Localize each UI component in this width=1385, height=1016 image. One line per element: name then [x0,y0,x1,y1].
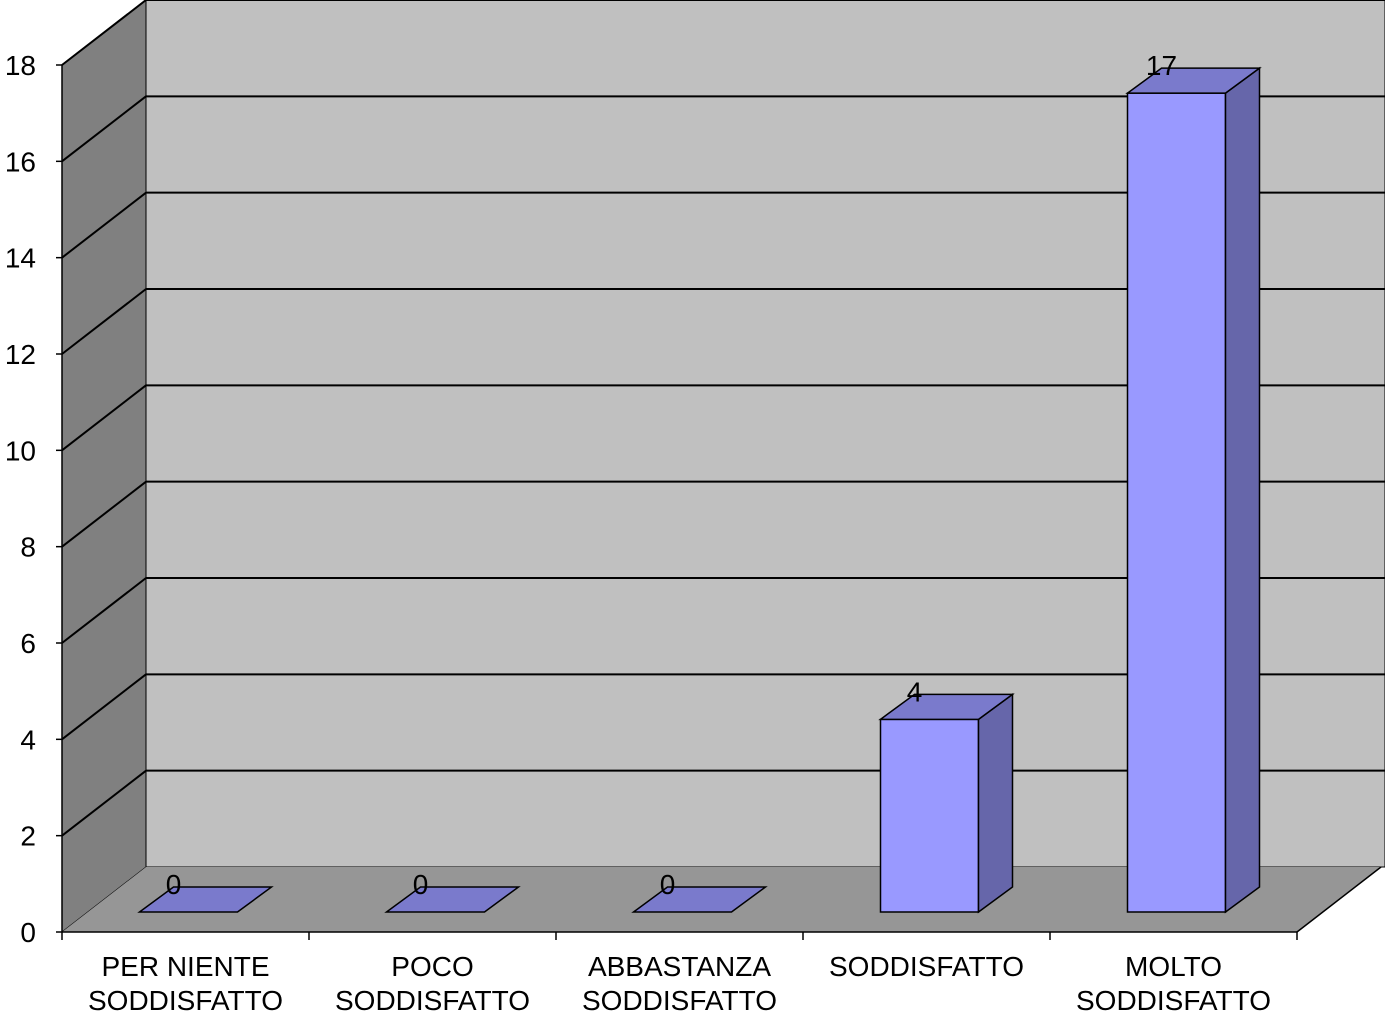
bar-front [879,718,980,913]
data-label: 0 [413,869,429,900]
y-tick-label: 4 [20,724,36,755]
bar-top [384,886,521,913]
bar-side [977,692,1014,914]
bar-top [1125,67,1262,94]
bar [631,886,768,913]
x-category-label-line: SODDISFATTO [829,951,1024,982]
gridline-diagonal [61,673,147,741]
y-tick-label: 2 [20,821,36,852]
x-category-label-line: SODDISFATTO [335,985,530,1016]
x-category-label: PER NIENTE SODDISFATTO [88,951,283,1016]
x-category-label-line: PER NIENTE [101,951,269,982]
bar [137,886,274,913]
gridline-diagonal [61,577,147,644]
y-tick-label: 18 [5,50,36,81]
y-tick-label: 6 [20,628,36,659]
y-tick-label: 0 [20,917,36,948]
data-label: 17 [1146,50,1177,81]
side-wall [61,0,147,934]
x-category-label-line: POCO [391,951,473,982]
bar [1125,66,1262,914]
x-category-label-line: SODDISFATTO [1076,985,1271,1016]
bar [384,886,521,913]
x-category-label-line: SODDISFATTO [582,985,777,1016]
bar-top [137,886,274,913]
chart-walls [61,0,1385,934]
x-category-label-line: MOLTO [1125,951,1222,982]
y-tick-label: 12 [5,339,36,370]
axes [56,64,1382,940]
x-category-label: MOLTO SODDISFATTO [1076,951,1271,1016]
y-tick-label: 8 [20,532,36,563]
gridline-diagonal [61,480,147,548]
data-label: 4 [907,676,923,707]
gridline-diagonal [61,191,147,259]
y-tick-label: 14 [5,243,36,274]
x-category-label: ABBASTANZA SODDISFATTO [582,951,777,1016]
data-label: 0 [660,869,676,900]
x-category-label-line: SODDISFATTO [88,985,283,1016]
data-label: 0 [166,869,182,900]
bar-front [1126,92,1227,913]
x-category-label: SODDISFATTO [829,951,1024,982]
bar-top [631,886,768,913]
gridline-diagonal [61,95,147,163]
bar [878,692,1015,914]
bars [137,66,1262,914]
bar-top [878,693,1015,721]
gridline-diagonal [61,288,147,355]
x-category-label-line: ABBASTANZA [588,951,771,982]
y-axis-tick-labels: 0 2 4 6 8 10 12 14 16 18 [5,50,36,948]
floor-edge [1296,866,1382,933]
gridline-diagonal [61,0,147,66]
x-category-label: POCO SODDISFATTO [335,951,530,1016]
data-labels: 0 0 0 4 17 [166,50,1177,900]
gridline-diagonal [61,769,147,837]
y-tick-label: 16 [5,146,36,177]
y-tick-label: 10 [5,435,36,466]
bar-side [1224,66,1261,914]
gridline-diagonal [61,384,147,452]
